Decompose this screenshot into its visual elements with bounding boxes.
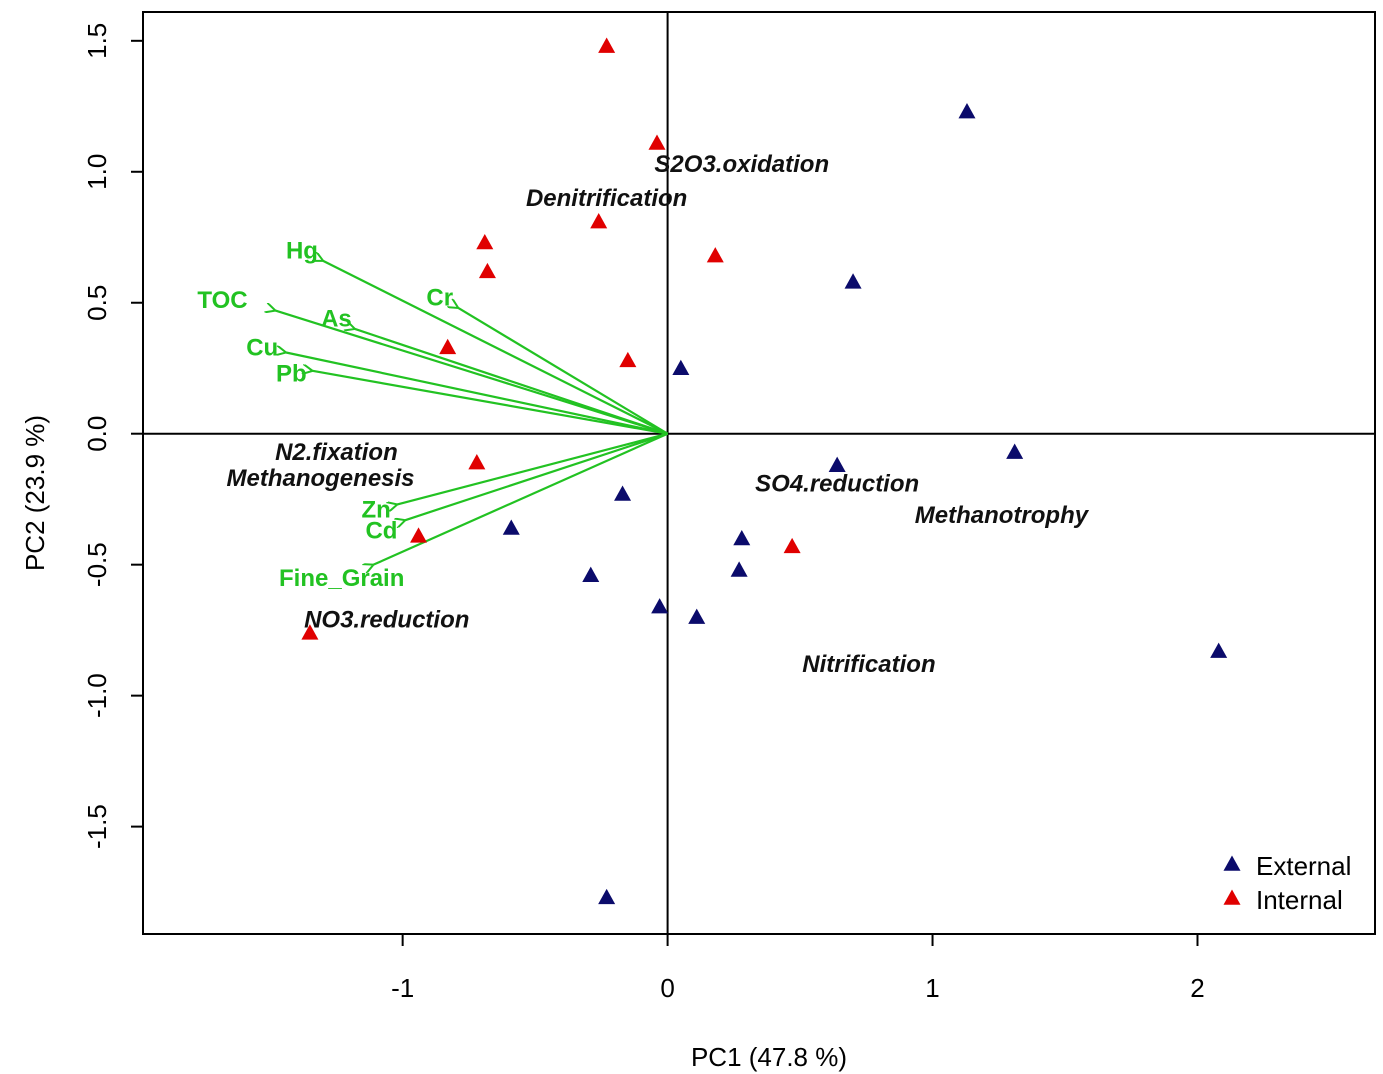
function-label-methanotrophy: Methanotrophy bbox=[915, 502, 1090, 529]
function-label-methanogenesis: Methanogenesis bbox=[226, 465, 414, 492]
vector-label-pb: Pb bbox=[276, 360, 307, 387]
x-tick-label: 1 bbox=[925, 973, 939, 1003]
vector-hg bbox=[323, 261, 669, 435]
vector-label-hg: Hg bbox=[286, 237, 318, 264]
point-internal bbox=[648, 134, 666, 150]
y-tick-label: 1.5 bbox=[82, 23, 112, 59]
y-tick-label: 0.0 bbox=[82, 416, 112, 452]
vector-label-zn: Zn bbox=[361, 497, 390, 524]
x-tick-label: 2 bbox=[1190, 973, 1204, 1003]
point-external bbox=[502, 519, 520, 535]
vector-label-cd: Cd bbox=[365, 518, 397, 545]
axes-layer: -1 0 1 2 -1.5 -1.0 -0.5 0.0 0.5 1.0 1.5 PC1 (47.8 %… bbox=[20, 11, 1376, 1072]
x-axis-title: PC1 (47.8 %) bbox=[691, 1042, 847, 1072]
function-label-s2o3-oxidation: S2O3.oxidation bbox=[654, 151, 829, 178]
y-axis-title: PC2 (23.9 %) bbox=[20, 415, 50, 571]
point-external bbox=[614, 485, 632, 501]
point-external bbox=[672, 359, 690, 376]
point-external bbox=[844, 273, 862, 289]
vector-as bbox=[355, 329, 668, 435]
legend-marker-internal bbox=[1223, 889, 1241, 905]
vector-cd bbox=[405, 432, 668, 520]
y-tick-label: -1.5 bbox=[82, 804, 112, 849]
vector-fine-grain bbox=[374, 432, 669, 565]
point-external bbox=[651, 598, 669, 614]
function-labels: S2O3.oxidation Denitrification N2.fixation… bbox=[226, 151, 1089, 678]
y-tick-label: 0.5 bbox=[82, 285, 112, 321]
point-external bbox=[958, 103, 976, 119]
function-label-so4-reduction: SO4.reduction bbox=[755, 470, 919, 497]
point-internal bbox=[476, 234, 494, 250]
point-internal bbox=[590, 213, 608, 229]
point-internal bbox=[468, 454, 486, 470]
vector-cu bbox=[286, 353, 668, 435]
plot-frame bbox=[142, 11, 1376, 935]
vector-label-toc: TOC bbox=[197, 287, 247, 314]
point-internal bbox=[783, 537, 801, 554]
sample-points bbox=[301, 37, 1228, 905]
point-external bbox=[598, 888, 616, 905]
y-tick-label: 1.0 bbox=[82, 154, 112, 190]
vector-label-as: As bbox=[321, 305, 352, 332]
point-internal bbox=[439, 338, 457, 355]
point-internal bbox=[706, 247, 724, 263]
vector-toc bbox=[275, 311, 668, 435]
function-label-no3-reduction: NO3.reduction bbox=[304, 607, 469, 634]
point-external bbox=[828, 456, 846, 472]
point-external bbox=[733, 529, 751, 546]
y-tick-label: -1.0 bbox=[82, 673, 112, 718]
vector-label-fine-grain: Fine_Grain bbox=[279, 565, 404, 592]
x-tick-label: 0 bbox=[660, 973, 674, 1003]
vector-label-cu: Cu bbox=[246, 334, 278, 361]
point-external bbox=[688, 608, 706, 624]
point-internal bbox=[619, 351, 637, 368]
point-internal bbox=[598, 37, 616, 53]
vector-zn bbox=[397, 432, 668, 505]
vector-label-cr: Cr bbox=[426, 285, 453, 312]
x-tick-label: -1 bbox=[391, 973, 414, 1003]
point-external bbox=[1210, 642, 1228, 658]
legend-label-internal: Internal bbox=[1256, 885, 1343, 915]
point-external bbox=[1006, 443, 1024, 459]
vector-cr bbox=[458, 308, 669, 435]
point-internal bbox=[410, 527, 428, 543]
function-label-denitrification: Denitrification bbox=[526, 185, 687, 212]
point-external bbox=[730, 561, 748, 577]
legend-label-external: External bbox=[1256, 851, 1351, 881]
point-internal bbox=[301, 624, 319, 640]
vector-pb bbox=[313, 371, 668, 435]
function-label-n2-fixation: N2.fixation bbox=[275, 439, 398, 466]
point-external bbox=[582, 566, 600, 582]
legend-marker-external bbox=[1223, 855, 1241, 871]
function-label-nitrification: Nitrification bbox=[802, 651, 935, 678]
y-tick-label: -0.5 bbox=[82, 542, 112, 587]
legend: External Internal bbox=[1223, 851, 1351, 915]
reference-lines bbox=[143, 12, 1375, 934]
point-internal bbox=[478, 262, 496, 279]
